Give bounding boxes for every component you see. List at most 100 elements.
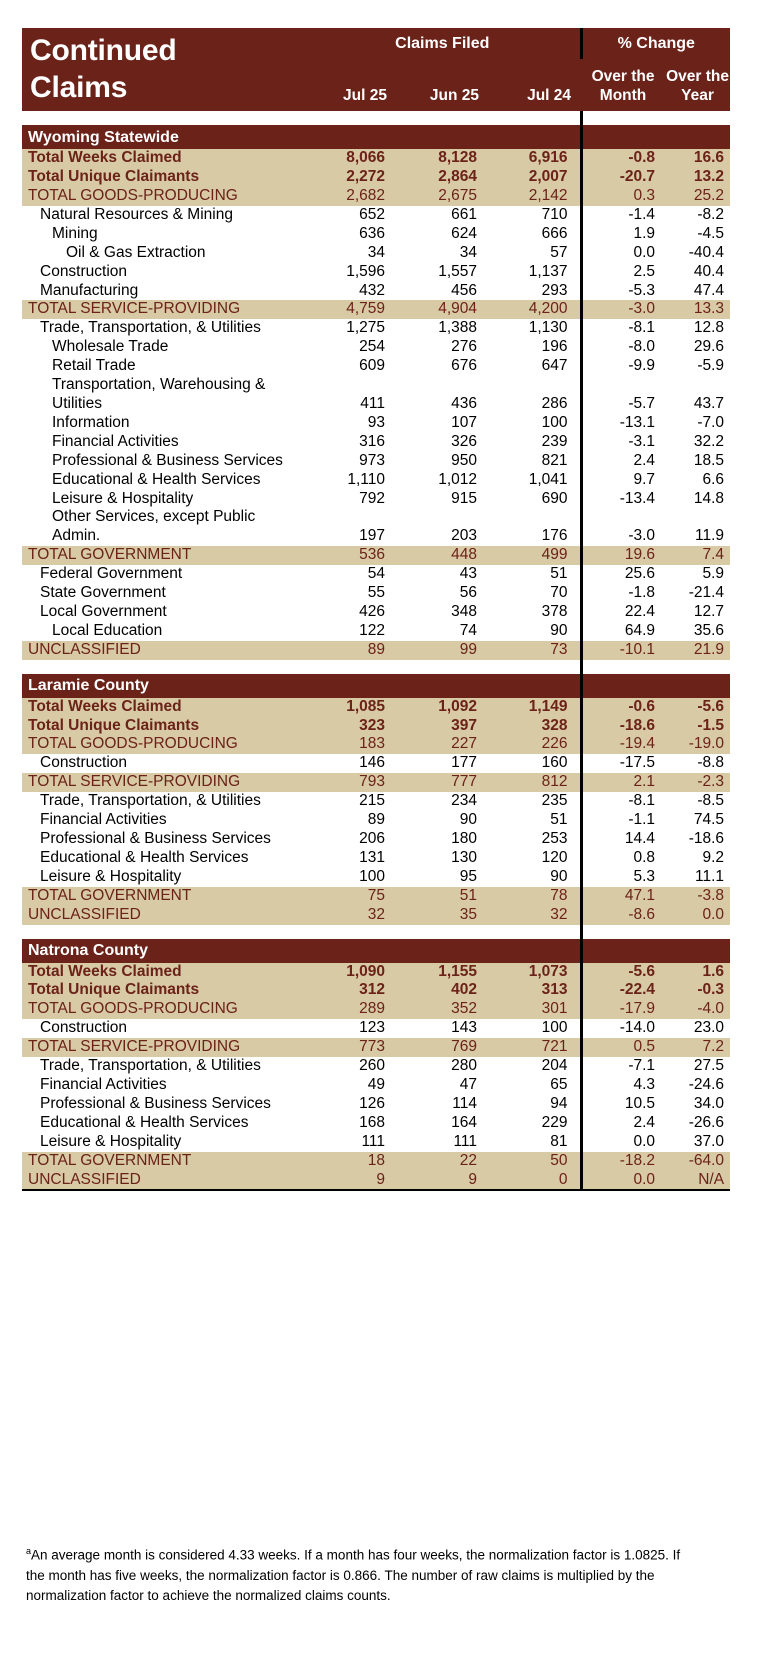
pct-change-value: -5.9 — [665, 357, 731, 377]
table-row: Educational & Health Services 168 164 229 2.… — [22, 1113, 731, 1133]
over-the-month-line2: Month — [599, 87, 647, 105]
claims-value: 426 — [305, 602, 397, 622]
pct-change-value: 0.0 — [665, 905, 731, 925]
claims-value: 286 — [489, 376, 582, 414]
section-name: Laramie County — [22, 673, 582, 698]
table-row: Educational & Health Services 1,110 1,012 1… — [22, 470, 731, 490]
claims-value: 43 — [397, 565, 489, 585]
claims-value: 177 — [397, 754, 489, 774]
pct-change-value: -1.1 — [579, 811, 666, 830]
claims-value: 4,904 — [397, 300, 489, 320]
row-label: UNCLASSIFIED — [22, 640, 305, 660]
footnote: aAn average month is considered 4.33 wee… — [26, 1545, 698, 1606]
claims-value: 90 — [489, 621, 582, 641]
continued-claims-table: Continued Claims Claims Filed % Change J… — [22, 28, 731, 1192]
claims-value: 254 — [305, 338, 397, 358]
row-label: TOTAL GOVERNMENT — [22, 886, 305, 906]
pct-change-value: 11.9 — [665, 508, 731, 547]
claims-value: 280 — [397, 1057, 489, 1076]
claims-value: 456 — [397, 281, 489, 301]
pct-change-value: -19.4 — [579, 735, 666, 755]
table-row: Professional & Business Services 126 114 94… — [22, 1094, 731, 1114]
claims-value: 34 — [397, 243, 489, 263]
claims-value: 402 — [397, 981, 489, 1001]
pct-change-value: 34.0 — [665, 1094, 731, 1114]
claims-value: 411 — [305, 376, 397, 414]
pct-change-value: 43.7 — [665, 376, 731, 414]
row-label: Construction — [22, 1019, 305, 1039]
pct-change-value: 1.6 — [665, 962, 731, 982]
row-label: Total Unique Claimants — [22, 716, 305, 736]
pct-change-value: 2.5 — [579, 262, 666, 282]
claims-value: 973 — [305, 451, 397, 471]
claims-value: 90 — [397, 811, 489, 830]
claims-value: 146 — [305, 754, 397, 774]
claims-value: 397 — [397, 716, 489, 736]
table-row: Construction 1,596 1,557 1,137 2.5 40.4 — [22, 262, 731, 282]
row-label: Total Unique Claimants — [22, 168, 305, 187]
table-row: Information 93 107 100 -13.1 -7.0 — [22, 413, 731, 433]
pct-change-value: -3.8 — [665, 886, 731, 906]
table-row: Financial Activities 49 47 65 4.3 -24.6 — [22, 1075, 731, 1095]
claims-value: 289 — [305, 1000, 397, 1020]
row-label: Educational & Health Services — [22, 470, 305, 490]
pct-change-value: -4.5 — [665, 224, 731, 244]
pct-change-value: 9.2 — [665, 848, 731, 868]
claims-value: 197 — [305, 508, 397, 547]
claims-value: 32 — [489, 905, 582, 925]
pct-change-value: -13.1 — [579, 413, 666, 433]
claims-value: 99 — [397, 640, 489, 660]
claims-value: 65 — [489, 1075, 582, 1095]
claims-value: 1,557 — [397, 262, 489, 282]
claims-value: 609 — [305, 357, 397, 377]
table-row: Total Weeks Claimed 1,085 1,092 1,149 -0.6 -5… — [22, 697, 731, 717]
pct-change-value: 19.6 — [579, 546, 666, 566]
claims-value: 73 — [489, 640, 582, 660]
claims-value: 676 — [397, 357, 489, 377]
claims-value: 143 — [397, 1019, 489, 1039]
claims-value: 4,200 — [489, 300, 582, 320]
pct-change-value: 11.1 — [665, 867, 731, 887]
pct-change-value: 9.7 — [579, 470, 666, 490]
table-row: Construction 146 177 160 -17.5 -8.8 — [22, 754, 731, 774]
pct-change-value: 4.3 — [579, 1075, 666, 1095]
claims-value: 122 — [305, 621, 397, 641]
pct-change-value: 0.0 — [579, 243, 666, 263]
pct-change-value: -18.6 — [665, 830, 731, 849]
over-the-year-line1: Over the — [666, 68, 729, 86]
pct-change-value: 37.0 — [665, 1132, 731, 1152]
table-row: Trade, Transportation, & Utilities 260 280… — [22, 1057, 731, 1076]
table-row: Transportation, Warehousing & Utilities 4… — [22, 376, 731, 414]
row-label: Total Unique Claimants — [22, 981, 305, 1001]
table-row: Total Unique Claimants 323 397 328 -18.6 -1.5 — [22, 716, 731, 736]
claims-value: 328 — [489, 716, 582, 736]
pct-change-value: -26.6 — [665, 1113, 731, 1133]
row-label: Oil & Gas Extraction — [22, 243, 305, 263]
claims-value: 624 — [397, 224, 489, 244]
section-header-row: Wyoming Statewide — [22, 125, 731, 150]
header-row-sub: Jul 25 Jun 25 Jul 24 Over the Month Over… — [22, 59, 731, 112]
row-label: Educational & Health Services — [22, 1113, 305, 1133]
claims-value: 55 — [305, 584, 397, 603]
claims-value: 352 — [397, 1000, 489, 1020]
claims-value: 1,388 — [397, 319, 489, 339]
claims-value: 1,073 — [489, 962, 582, 982]
row-label: Trade, Transportation, & Utilities — [22, 319, 305, 339]
table-row: Leisure & Hospitality 100 95 90 5.3 11.1 — [22, 867, 731, 887]
claims-value: 164 — [397, 1113, 489, 1133]
row-label: TOTAL GOODS-PRODUCING — [22, 187, 305, 206]
pct-change-value: 2.1 — [579, 773, 666, 793]
row-label: Leisure & Hospitality — [22, 489, 305, 509]
claims-value: 378 — [489, 602, 582, 622]
table-row: TOTAL GOVERNMENT 536 448 499 19.6 7.4 — [22, 546, 731, 566]
claims-value: 100 — [305, 867, 397, 887]
claims-value: 6,916 — [489, 149, 582, 169]
pct-change-value: 14.4 — [579, 830, 666, 849]
pct-change-value: 27.5 — [665, 1057, 731, 1076]
report-title-line2: Claims — [30, 70, 128, 104]
pct-change-value: 74.5 — [665, 811, 731, 830]
pct-change-value: 7.2 — [665, 1038, 731, 1058]
row-label: Total Weeks Claimed — [22, 697, 305, 717]
claims-value: 323 — [305, 716, 397, 736]
pct-change-value: -3.1 — [579, 432, 666, 452]
